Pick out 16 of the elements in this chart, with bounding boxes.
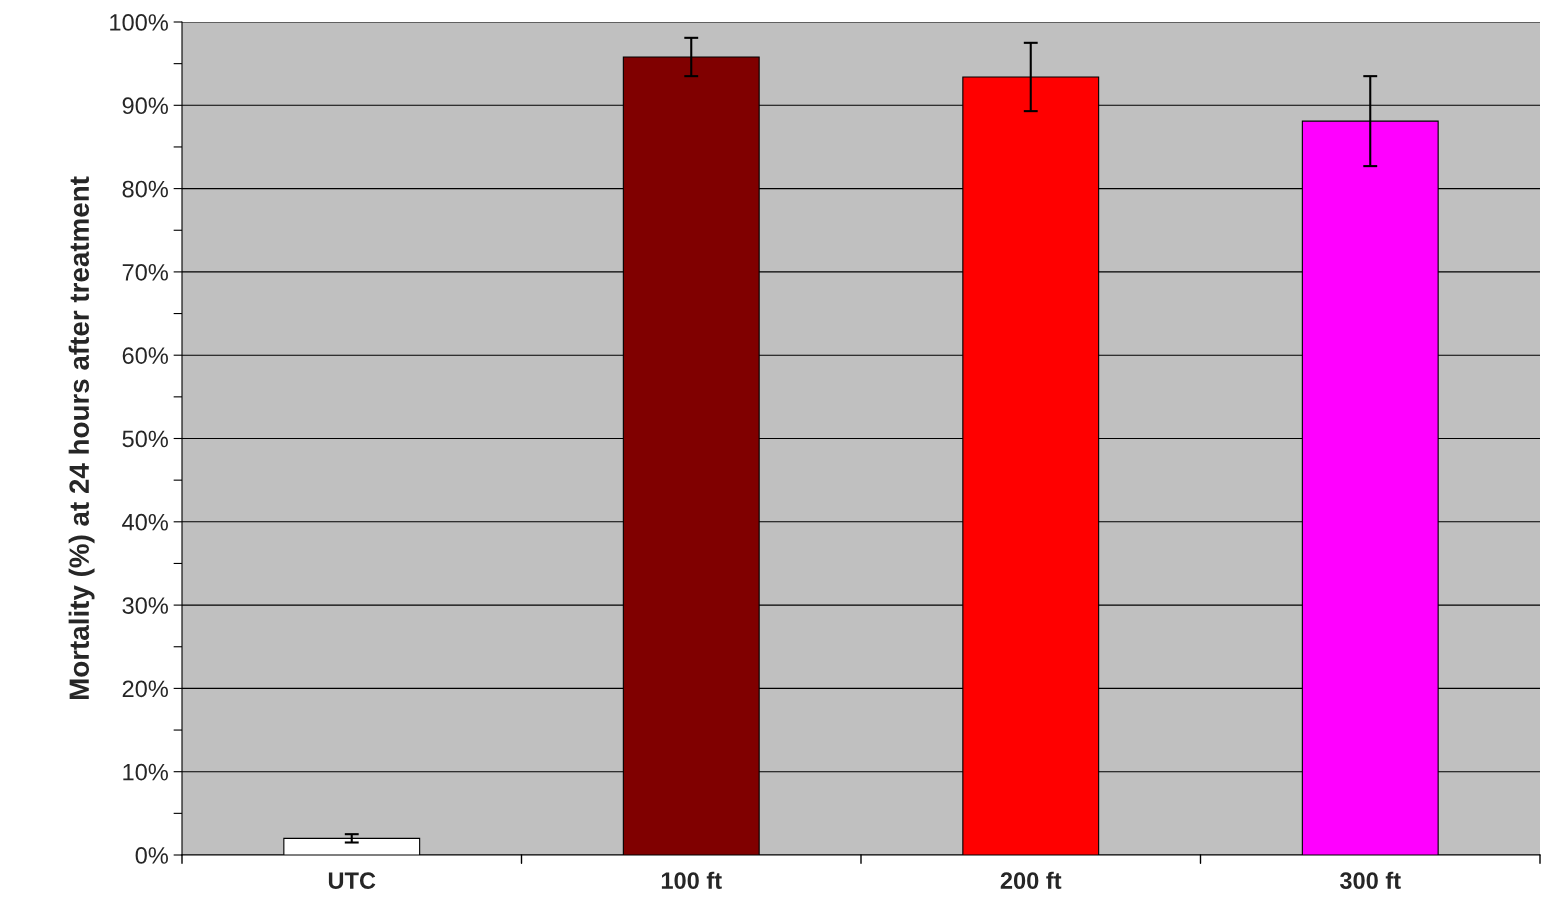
y-tick-label: 80% (122, 180, 168, 198)
y-tick-label: 90% (122, 97, 168, 115)
y-tick-label: 60% (122, 347, 168, 364)
y-tick-label: 10% (123, 763, 168, 781)
x-tick-label: 300 ft (1339, 871, 1401, 890)
y-tick-label: 50% (122, 430, 168, 448)
x-tick-label: 100 ft (661, 871, 722, 890)
y-axis-title: Mortality (%) at 24 hours after treatment (68, 176, 95, 700)
x-tick-label: 200 ft (1000, 871, 1062, 890)
y-tick-label: 40% (122, 513, 168, 531)
y-tick-label: 70% (122, 263, 168, 281)
x-tick-label: UTC (328, 872, 376, 890)
y-tick-label: 100% (110, 14, 168, 31)
y-tick-label: 30% (122, 597, 168, 614)
y-tick-label: 20% (122, 680, 168, 698)
y-tick-label: 0% (135, 847, 168, 864)
